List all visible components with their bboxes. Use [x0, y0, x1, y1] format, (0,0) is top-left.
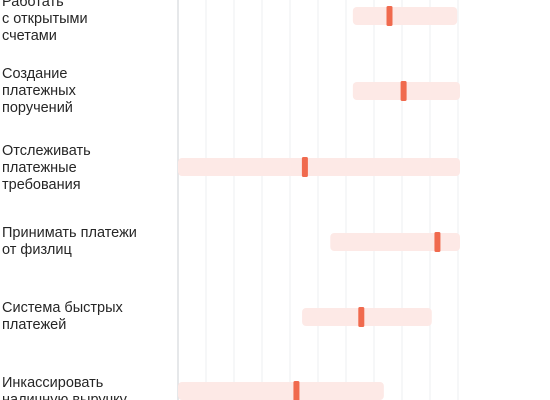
value-marker — [434, 232, 441, 252]
category-label: Отслеживать платежные требования — [2, 143, 91, 193]
grid-lines — [205, 0, 459, 400]
range-bars — [178, 6, 460, 400]
value-marker — [358, 307, 365, 327]
category-label: Принимать платежи от физлиц — [2, 225, 137, 258]
range-bar — [352, 7, 458, 25]
range-bar — [330, 233, 460, 251]
range-bar — [178, 158, 460, 176]
value-marker — [400, 81, 407, 101]
category-label: Инкассировать наличную выручку — [2, 375, 127, 400]
value-marker — [301, 157, 308, 177]
category-label: Система быстрых платежей — [2, 300, 123, 333]
range-bar — [178, 382, 384, 400]
range-bar — [302, 308, 432, 326]
value-marker — [386, 6, 393, 26]
category-label: Работать с открытыми счетами — [2, 0, 88, 44]
value-marker — [293, 381, 300, 400]
category-label: Создание платежных поручений — [2, 66, 76, 116]
